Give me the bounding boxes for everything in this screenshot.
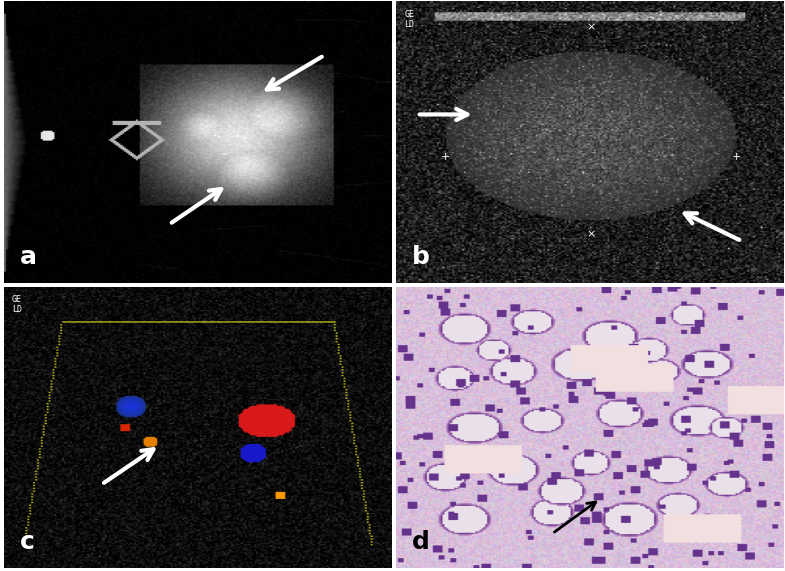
Text: b: b: [412, 244, 429, 268]
Text: c: c: [20, 530, 35, 554]
Text: GE
LD: GE LD: [404, 10, 414, 29]
Text: a: a: [20, 244, 36, 268]
Text: +: +: [732, 152, 741, 162]
Text: ×: ×: [586, 229, 596, 239]
Text: +: +: [441, 152, 451, 162]
Text: d: d: [412, 530, 429, 554]
Text: ×: ×: [586, 22, 596, 32]
Text: GE
LD: GE LD: [12, 295, 22, 315]
